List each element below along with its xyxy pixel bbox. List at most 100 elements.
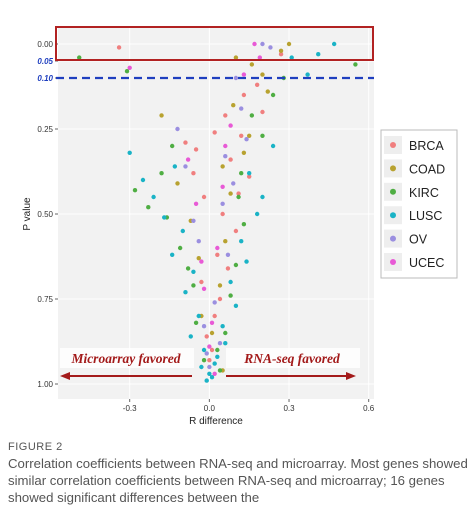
point-brca <box>217 296 223 302</box>
point-ucec <box>252 41 257 47</box>
point-lusc <box>254 211 260 217</box>
legend-label-kirc: KIRC <box>409 186 439 200</box>
point-brca <box>225 266 231 271</box>
point-ucec <box>257 55 263 60</box>
point-kirc <box>77 55 82 60</box>
point-lusc <box>172 164 178 169</box>
legend-label-brca: BRCA <box>409 139 444 153</box>
point-coad <box>286 41 292 47</box>
point-kirc <box>191 283 196 288</box>
legend-key-coad <box>390 165 396 172</box>
point-ov <box>217 341 223 346</box>
point-lusc <box>233 303 239 308</box>
y-tick-label: 0.10 <box>37 74 53 83</box>
point-lusc <box>246 171 252 176</box>
point-brca <box>209 347 215 353</box>
arrow-left-head <box>60 372 70 380</box>
point-ov <box>207 364 212 370</box>
legend-label-coad: COAD <box>409 162 445 176</box>
point-kirc <box>260 133 265 138</box>
point-kirc <box>249 113 255 118</box>
point-brca <box>278 52 284 57</box>
point-kirc <box>217 368 223 373</box>
figure-label: FIGURE 2 <box>8 441 63 453</box>
point-ucec <box>223 143 228 149</box>
annotation-microarray-favored: Microarray favored <box>70 351 180 366</box>
annotation-rnaseq-favored: RNA-seq favored <box>243 351 340 366</box>
point-lusc <box>209 375 215 380</box>
point-lusc <box>228 279 233 285</box>
point-brca <box>254 82 260 88</box>
x-tick-label: 0.0 <box>204 404 216 413</box>
point-coad <box>241 150 247 155</box>
significance-highlight-box <box>55 26 374 61</box>
x-axis-ticks: -0.3 0.0 0.3 0.6 <box>123 399 375 413</box>
legend-key-ucec <box>390 259 396 265</box>
legend-label-ov: OV <box>409 233 428 247</box>
point-ov <box>225 252 231 257</box>
point-ucec <box>212 371 217 376</box>
point-ov <box>260 41 265 47</box>
point-brca <box>207 358 212 363</box>
point-lusc <box>204 378 209 383</box>
point-kirc <box>239 171 244 176</box>
point-brca <box>228 157 233 162</box>
annotations: Microarray favored RNA-seq favored <box>55 26 374 380</box>
point-lusc <box>289 55 294 60</box>
point-coad <box>228 191 233 196</box>
point-brca <box>260 109 265 115</box>
point-kirc <box>132 188 138 193</box>
point-brca <box>193 147 199 152</box>
point-kirc <box>233 262 239 268</box>
point-ov <box>223 154 228 159</box>
point-kirc <box>236 194 241 200</box>
point-kirc <box>159 171 164 176</box>
point-ucec <box>209 320 215 325</box>
point-ucec <box>201 286 207 291</box>
legend-key-kirc <box>390 188 396 195</box>
point-brca <box>183 140 188 145</box>
point-brca <box>246 174 252 179</box>
figure-caption: Correlation coefficients between RNA-seq… <box>8 456 468 505</box>
point-coad <box>209 330 215 336</box>
point-coad <box>175 181 180 186</box>
point-lusc <box>220 324 225 329</box>
point-lusc <box>201 347 207 353</box>
point-kirc <box>201 358 207 363</box>
point-brca <box>236 191 241 196</box>
point-brca <box>191 171 196 176</box>
point-kirc <box>124 69 130 74</box>
point-lusc <box>196 313 201 319</box>
point-ov <box>244 137 249 142</box>
y-tick-label: 1.00 <box>37 380 53 389</box>
point-ucec <box>127 65 132 71</box>
point-kirc <box>169 143 175 149</box>
point-brca <box>241 92 247 98</box>
point-brca <box>233 228 239 234</box>
point-kirc <box>270 92 276 98</box>
y-tick-label: 0.25 <box>37 125 53 134</box>
point-kirc <box>185 266 191 271</box>
point-lusc <box>169 252 175 257</box>
point-kirc <box>223 330 228 336</box>
point-coad <box>217 283 223 288</box>
point-coad <box>265 89 270 94</box>
point-coad <box>260 72 265 77</box>
point-brca <box>116 45 122 50</box>
point-ov <box>268 45 273 50</box>
point-lusc <box>180 228 186 234</box>
point-kirc <box>177 245 183 251</box>
point-coad <box>249 62 255 67</box>
point-lusc <box>199 364 204 370</box>
point-ucec <box>220 184 225 189</box>
y-tick-label: 0.00 <box>37 40 53 49</box>
point-lusc <box>244 259 249 264</box>
point-brca <box>215 252 220 257</box>
legend-label-lusc: LUSC <box>409 209 442 223</box>
x-tick-label: -0.3 <box>123 404 137 413</box>
point-ucec <box>215 245 220 251</box>
point-lusc <box>305 72 310 77</box>
point-lusc <box>127 150 132 155</box>
point-brca <box>220 211 225 217</box>
